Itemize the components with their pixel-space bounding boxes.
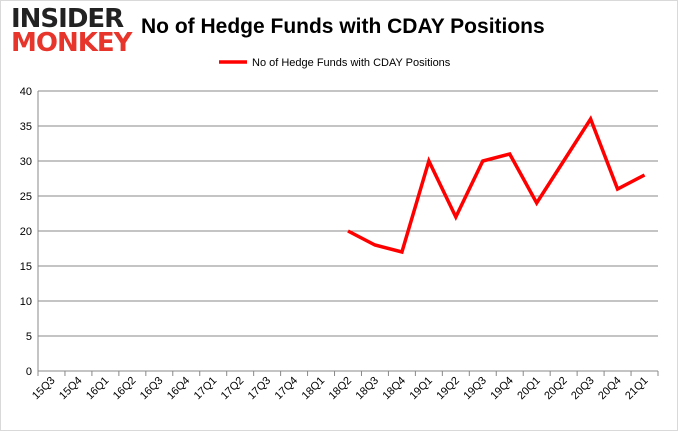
y-tick-label: 25 (20, 191, 32, 203)
x-tick-label: 18Q3 (354, 375, 382, 403)
y-tick-label: 5 (26, 331, 32, 343)
chart-title: No of Hedge Funds with CDAY Positions (141, 15, 545, 38)
x-tick-label: 16Q1 (84, 375, 112, 403)
series-line (347, 115, 646, 255)
y-tick-label: 30 (20, 156, 32, 168)
x-tick-label: 19Q2 (434, 375, 462, 403)
x-tick-label: 20Q3 (569, 375, 597, 403)
x-tick-label: 19Q1 (407, 375, 435, 403)
y-tick-label: 20 (20, 226, 32, 238)
x-tick-label: 21Q1 (623, 375, 651, 403)
x-tick-label: 15Q4 (57, 375, 85, 403)
x-tick-label: 18Q4 (381, 375, 409, 403)
x-tick-label: 17Q3 (246, 375, 274, 403)
x-tick-label: 19Q3 (461, 375, 489, 403)
x-tick-label: 16Q4 (165, 375, 193, 403)
x-tick-label: 18Q2 (327, 375, 355, 403)
logo-line2: MONKEY (11, 28, 132, 58)
x-tick-label: 17Q1 (192, 375, 220, 403)
x-tick-label: 17Q4 (273, 375, 301, 403)
x-tick-label: 18Q1 (300, 375, 328, 403)
x-tick-label: 16Q2 (111, 375, 139, 403)
legend-label: No of Hedge Funds with CDAY Positions (252, 57, 451, 69)
x-tick-label: 20Q4 (596, 375, 624, 403)
y-tick-label: 35 (20, 121, 32, 133)
y-tick-label: 40 (20, 86, 32, 98)
x-tick-label: 20Q2 (542, 375, 570, 403)
x-tick-label: 20Q1 (515, 375, 543, 403)
logo-line1: INSIDER (11, 4, 124, 34)
y-tick-label: 10 (20, 296, 32, 308)
x-tick-label: 16Q3 (138, 375, 166, 403)
x-tick-label: 15Q3 (30, 375, 58, 403)
y-tick-label: 15 (20, 261, 32, 273)
x-tick-label: 19Q4 (488, 375, 516, 403)
insider-monkey-logo: INSIDER MONKEY (11, 4, 132, 58)
y-tick-label: 0 (26, 366, 32, 378)
x-tick-label: 17Q2 (219, 375, 247, 403)
